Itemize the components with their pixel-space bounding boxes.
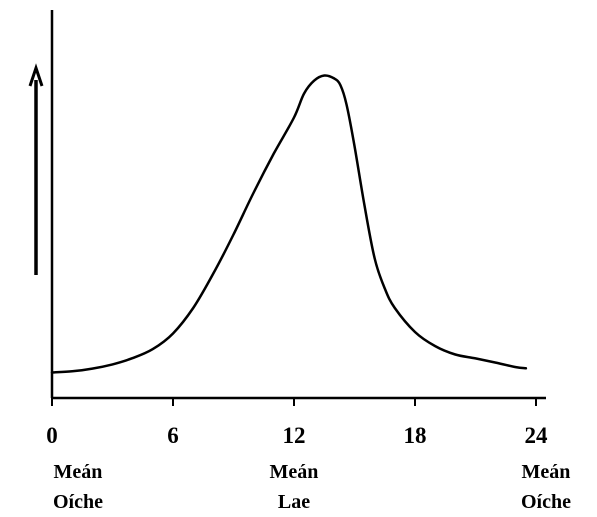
x-tick-label: 6 bbox=[167, 423, 179, 448]
x-tick-label: 18 bbox=[404, 423, 427, 448]
time-of-day-labels: Meán Oíche Meán Lae Meán Oíche bbox=[53, 461, 571, 513]
x-tick-labels: 0 6 12 18 24 bbox=[46, 423, 548, 448]
time-of-day-label: Oíche bbox=[521, 491, 571, 513]
time-of-day-label: Meán bbox=[270, 461, 319, 483]
x-tick-marks bbox=[51, 398, 537, 406]
x-tick-label: 0 bbox=[46, 423, 58, 448]
x-tick-label: 12 bbox=[283, 423, 306, 448]
time-of-day-label: Lae bbox=[278, 491, 310, 513]
y-arrow bbox=[28, 63, 44, 275]
time-of-day-label: Oíche bbox=[53, 491, 103, 513]
time-of-day-label: Meán bbox=[522, 461, 571, 483]
time-of-day-label: Meán bbox=[54, 461, 103, 483]
series-line bbox=[50, 74, 528, 374]
x-tick-label: 24 bbox=[525, 423, 549, 448]
